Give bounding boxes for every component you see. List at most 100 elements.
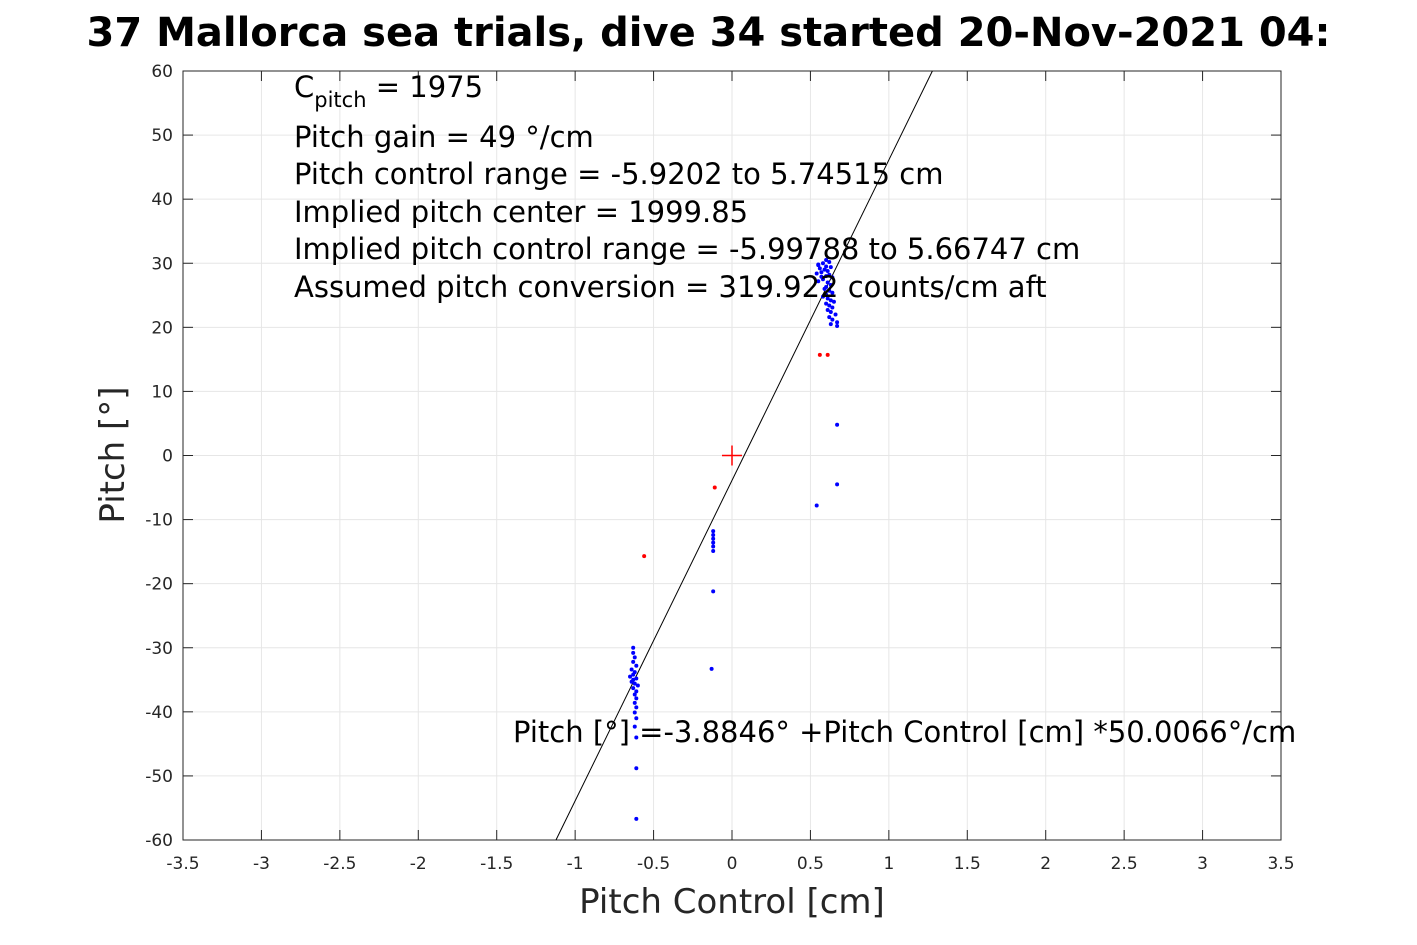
blue-data-point (825, 296, 830, 301)
implied-range-annotation: Implied pitch control range = -5.99788 t… (294, 232, 1080, 266)
blue-data-point (634, 676, 639, 681)
y-tick-label: -10 (145, 511, 173, 531)
cpitch-value: = 1975 (367, 70, 484, 104)
blue-data-point (631, 650, 636, 655)
y-tick-label: 30 (151, 254, 173, 274)
blue-data-point (824, 264, 829, 269)
blue-data-point (819, 270, 824, 275)
blue-data-point (632, 710, 637, 715)
red-data-point (817, 352, 822, 357)
blue-data-point (824, 274, 829, 279)
blue-data-point (632, 724, 637, 729)
y-tick-label: -30 (145, 639, 173, 659)
blue-data-point (711, 544, 716, 549)
y-tick-label: -20 (145, 575, 173, 595)
blue-data-point (711, 540, 716, 545)
conversion-annotation: Assumed pitch conversion = 319.922 count… (294, 270, 1047, 304)
data-points (628, 258, 840, 821)
blue-data-point (634, 716, 639, 721)
x-tick-label: -1.5 (480, 854, 513, 874)
x-tick-label: 1 (883, 854, 894, 874)
y-tick-label: -40 (145, 703, 173, 723)
blue-data-point (634, 816, 639, 821)
x-tick-label: -3 (253, 854, 270, 874)
annotation-block: Cpitch = 1975 Pitch gain = 49 °/cm Pitch… (294, 70, 1080, 304)
blue-data-point (825, 308, 830, 313)
y-tick-label: 20 (151, 318, 173, 338)
x-tick-label: 2 (1040, 854, 1051, 874)
x-tick-label: 0.5 (797, 854, 824, 874)
blue-data-point (634, 735, 639, 740)
blue-data-point (828, 265, 833, 270)
blue-data-point (634, 689, 639, 694)
y-tick-label: 40 (151, 190, 173, 210)
blue-data-point (816, 279, 821, 284)
blue-data-point (632, 692, 637, 697)
blue-data-point (831, 299, 836, 304)
x-axis: -3.5 -3 -2.5 -2 -1.5 -1 -0.5 0 0.5 1 1.5 2 2.5 3 3.5 (166, 71, 1295, 874)
implied-center-annotation: Implied pitch center = 1999.85 (294, 195, 748, 229)
x-tick-label: -2.5 (323, 854, 356, 874)
blue-data-point (814, 503, 819, 508)
cpitch-subscript: pitch (314, 88, 366, 112)
x-tick-label: -3.5 (166, 854, 199, 874)
x-tick-label: 3 (1197, 854, 1208, 874)
blue-data-point (824, 292, 829, 297)
blue-data-point (629, 667, 634, 672)
blue-data-point (711, 536, 716, 541)
blue-data-point (824, 258, 829, 263)
blue-data-point (835, 422, 840, 427)
blue-data-point (820, 261, 825, 266)
pitch-gain-annotation: Pitch gain = 49 °/cm (294, 120, 594, 154)
blue-data-point (634, 663, 639, 668)
blue-data-point (825, 280, 830, 285)
cpitch-symbol: C (294, 70, 314, 104)
blue-data-point (835, 482, 840, 487)
blue-data-point (631, 645, 636, 650)
plot-area (555, 70, 933, 841)
blue-data-point (635, 683, 640, 688)
blue-data-point (634, 696, 639, 701)
x-tick-label: 3.5 (1267, 854, 1294, 874)
x-tick-label: 2.5 (1111, 854, 1138, 874)
blue-data-point (833, 312, 838, 317)
blue-data-point (822, 286, 827, 291)
grid (182, 70, 1282, 841)
blue-data-point (816, 262, 821, 267)
fit-line (555, 70, 933, 841)
y-tick-label: 0 (162, 447, 173, 467)
x-tick-label: -2 (410, 854, 427, 874)
blue-data-point (819, 274, 824, 279)
blue-data-point (629, 679, 634, 684)
y-tick-label: 50 (151, 126, 173, 146)
y-axis-label: Pitch [°] (93, 386, 133, 523)
blue-data-point (827, 303, 832, 308)
blue-data-point (828, 309, 833, 314)
blue-data-point (827, 315, 832, 320)
blue-data-point (709, 666, 714, 671)
blue-data-point (631, 659, 636, 664)
control-range-annotation: Pitch control range = -5.9202 to 5.74515… (294, 157, 943, 191)
x-tick-label: 0 (727, 854, 738, 874)
blue-data-point (711, 532, 716, 537)
blue-data-point (835, 324, 840, 329)
x-tick-label: -0.5 (637, 854, 670, 874)
red-data-point (712, 485, 717, 490)
blue-data-point (634, 766, 639, 771)
blue-data-point (828, 322, 833, 327)
blue-data-point (824, 301, 829, 306)
blue-data-point (711, 589, 716, 594)
blue-data-point (828, 283, 833, 288)
blue-data-point (827, 288, 832, 293)
blue-data-point (827, 259, 832, 264)
blue-data-point (822, 267, 827, 272)
blue-data-point (835, 320, 840, 325)
blue-data-point (828, 298, 833, 303)
blue-data-point (632, 655, 637, 660)
blue-data-point (628, 674, 633, 679)
blue-data-point (830, 305, 835, 310)
blue-data-point (825, 268, 830, 273)
red-data-point (642, 554, 647, 559)
